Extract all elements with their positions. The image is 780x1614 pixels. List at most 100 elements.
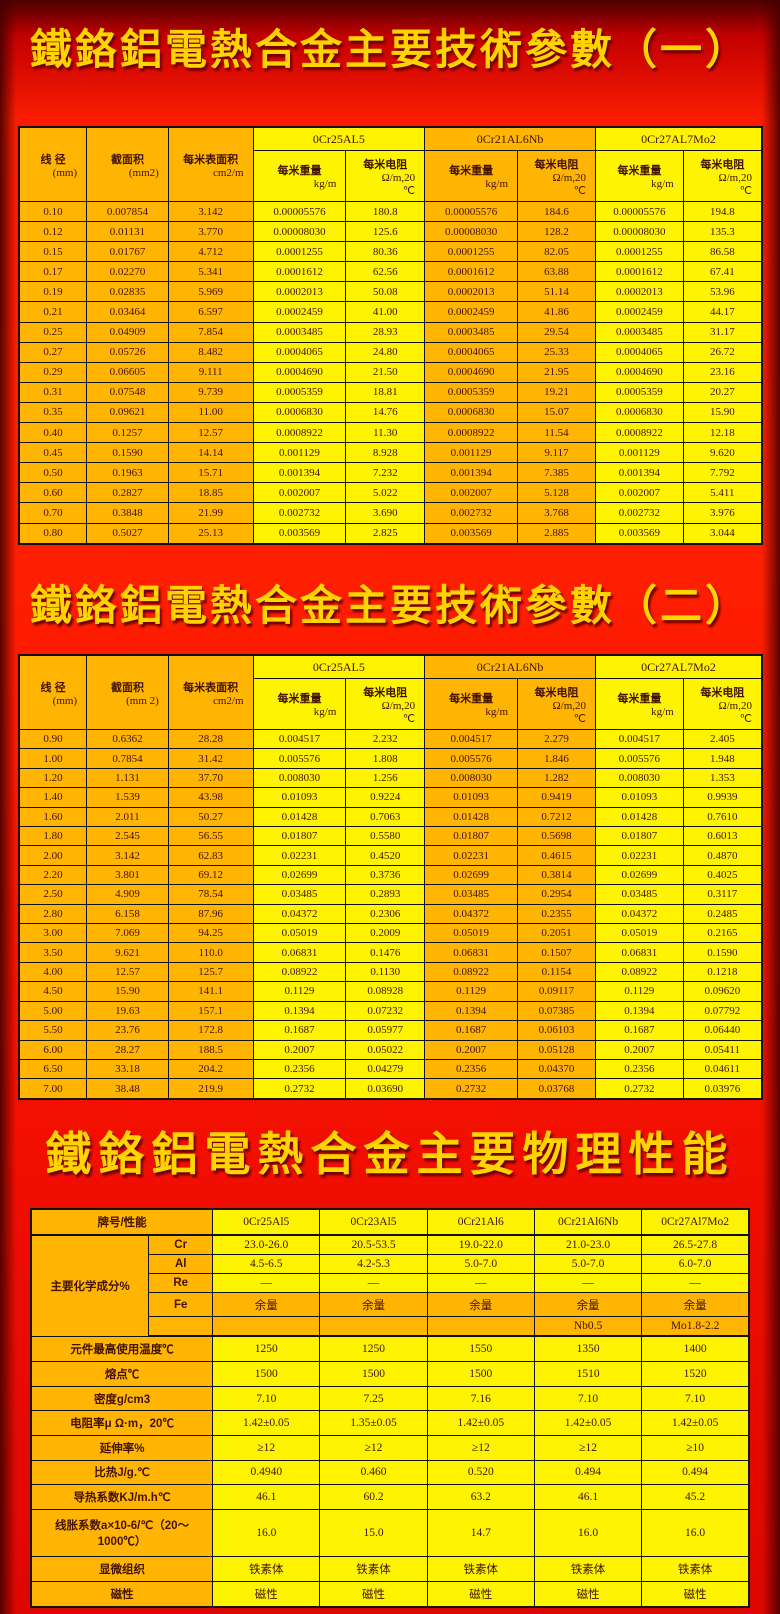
table-cell: 0.1154: [517, 961, 597, 983]
table-row: 1.80 2.545 56.55 0.01807 0.5580 0.01807 0.5698…: [18, 826, 763, 847]
table-cell: 63.2: [426, 1484, 535, 1510]
table-cell: 0.4870: [682, 845, 763, 866]
table-cell: 余量: [212, 1291, 321, 1318]
col-header-weight: 每米重量 kg/m: [252, 150, 347, 202]
table-cell: 82.05: [517, 241, 597, 263]
table-cell: 0.0004690: [424, 361, 519, 383]
table-cell: 6.597: [167, 301, 254, 323]
table-cell: 0.0004690: [595, 361, 684, 383]
header-unit: cm2/m: [212, 694, 244, 707]
table-cell: 0.06831: [424, 942, 519, 963]
header-unit: cm2/m: [212, 166, 244, 179]
table-cell: 0.003569: [252, 522, 347, 545]
table-cell: 0.002007: [595, 482, 684, 504]
table-cell: 78.54: [167, 884, 254, 905]
table-cell: 19.63: [86, 1000, 169, 1022]
table-cell: 0.05019: [595, 923, 684, 944]
table-cell: 0.03768: [517, 1078, 597, 1100]
table-cell: 0.008030: [252, 767, 347, 789]
table-cell: 0.7212: [517, 806, 597, 828]
table-cell: 1250: [212, 1335, 321, 1363]
table-cell: 2.80: [18, 903, 88, 925]
table-cell: —: [533, 1272, 643, 1293]
table-cell: 0.003569: [595, 522, 684, 545]
table-cell: 62.83: [167, 845, 254, 866]
table-cell: 0.002007: [252, 482, 347, 504]
table-cell: 0.0003485: [595, 321, 684, 343]
property-label: 磁性: [30, 1581, 214, 1608]
table-cell: 50.08: [345, 281, 426, 303]
table-cell: 0.2356: [252, 1058, 347, 1080]
table-cell: 0.3814: [517, 864, 597, 886]
table-cell: 余量: [319, 1291, 428, 1318]
table-cell: 7.25: [319, 1385, 428, 1412]
table-row: 0.12 0.01131 3.770 0.00008030 125.6 0.0000803…: [18, 221, 763, 243]
table-cell: 0.60: [18, 482, 88, 504]
table-cell: [212, 1316, 321, 1338]
table-cell: 110.0: [167, 942, 254, 963]
table-cell: 0.80: [18, 522, 88, 545]
alloy-header: 0Cr21AL6Nb: [424, 654, 597, 679]
col-header-area: 截面积 (mm 2): [86, 654, 169, 730]
table-cell: 1500: [319, 1361, 428, 1387]
table-cell: 20.27: [682, 381, 763, 403]
chem-element-label: Fe: [148, 1291, 214, 1318]
col-header-surface: 每米表面积 cm2/m: [167, 654, 254, 730]
table-cell: 0.0004065: [424, 341, 519, 363]
header-label: 每米重量: [617, 693, 662, 705]
table-cell: 0.03464: [86, 301, 169, 323]
table-cell: 0.04909: [86, 321, 169, 343]
table-cell: 0.06605: [86, 361, 169, 383]
table-cell: 0.494: [641, 1459, 750, 1486]
table-cell: 0.21: [18, 301, 88, 323]
tech-params-title-1: 鐵鉻鋁電熱合金主要技術參數（一）: [29, 25, 750, 74]
table-cell: 3.142: [86, 845, 169, 866]
table-cell: 1.353: [682, 767, 763, 789]
table-cell: 12.18: [682, 422, 763, 444]
table-cell: 128.2: [517, 221, 597, 243]
header-label: 每米电阻: [534, 158, 579, 171]
table-cell: —: [641, 1272, 750, 1293]
table-cell: 37.70: [167, 767, 254, 789]
table-cell: 16.0: [212, 1508, 321, 1558]
table-cell: 6.158: [86, 903, 169, 925]
table-cell: 0.1394: [424, 1000, 519, 1022]
table-cell: 9.739: [167, 381, 254, 403]
table-cell: 33.18: [86, 1058, 169, 1080]
physical-props-table: 牌号/性能 0Cr25Al5 0Cr23Al5 0Cr21Al6 0Cr21Al6Nb 0…: [30, 1208, 750, 1608]
table-cell: 0.2009: [345, 923, 426, 944]
table-cell: 1.60: [18, 806, 88, 828]
table-cell: 0.1687: [424, 1020, 519, 1041]
table-cell: 0.9939: [682, 787, 763, 808]
table-cell: 0.01807: [595, 826, 684, 847]
table-row: 0.25 0.04909 7.854 0.0003485 28.93 0.0003485 2…: [18, 321, 763, 343]
col-header-weight: 每米重量 kg/m: [424, 678, 519, 730]
property-label: 导热系数KJ/m.h℃: [30, 1484, 214, 1510]
table-cell: 1.80: [18, 826, 88, 847]
table-cell: 0.03485: [252, 884, 347, 905]
chem-group-label: 主要化学成分%: [30, 1234, 150, 1337]
table-cell: 3.768: [517, 502, 597, 524]
table-cell: 0.01807: [252, 826, 347, 847]
table-cell: 41.86: [517, 301, 597, 323]
table-cell: 2.405: [682, 728, 763, 750]
table-cell: 0.001129: [252, 442, 347, 464]
table-cell: 0.6013: [682, 826, 763, 847]
table-cell: 23.0-26.0: [212, 1234, 321, 1256]
table-cell: 0.003569: [424, 522, 519, 545]
table-cell: 7.10: [533, 1385, 643, 1412]
table-cell: 0.08922: [252, 961, 347, 983]
table-cell: 1.948: [682, 748, 763, 769]
header-label: 每米重量: [277, 693, 322, 705]
table-row: 0.70 0.3848 21.99 0.002732 3.690 0.002732 3.76…: [18, 502, 763, 524]
table-cell: 0.4025: [682, 864, 763, 886]
table-row: 0.27 0.05726 8.482 0.0004065 24.80 0.0004065 2…: [18, 341, 763, 363]
table-cell: 0.10: [18, 200, 88, 223]
table-cell: 0.2827: [86, 482, 169, 504]
table-cell: 23.16: [682, 361, 763, 383]
header-unit: Ω/m,20: [381, 699, 416, 712]
table-row: 5.00 19.63 157.1 0.1394 0.07232 0.1394 0.07385…: [18, 1000, 763, 1022]
table-cell: 0.04372: [595, 903, 684, 925]
table-cell: 0.0005359: [424, 381, 519, 403]
table-cell: 46.1: [212, 1484, 321, 1510]
